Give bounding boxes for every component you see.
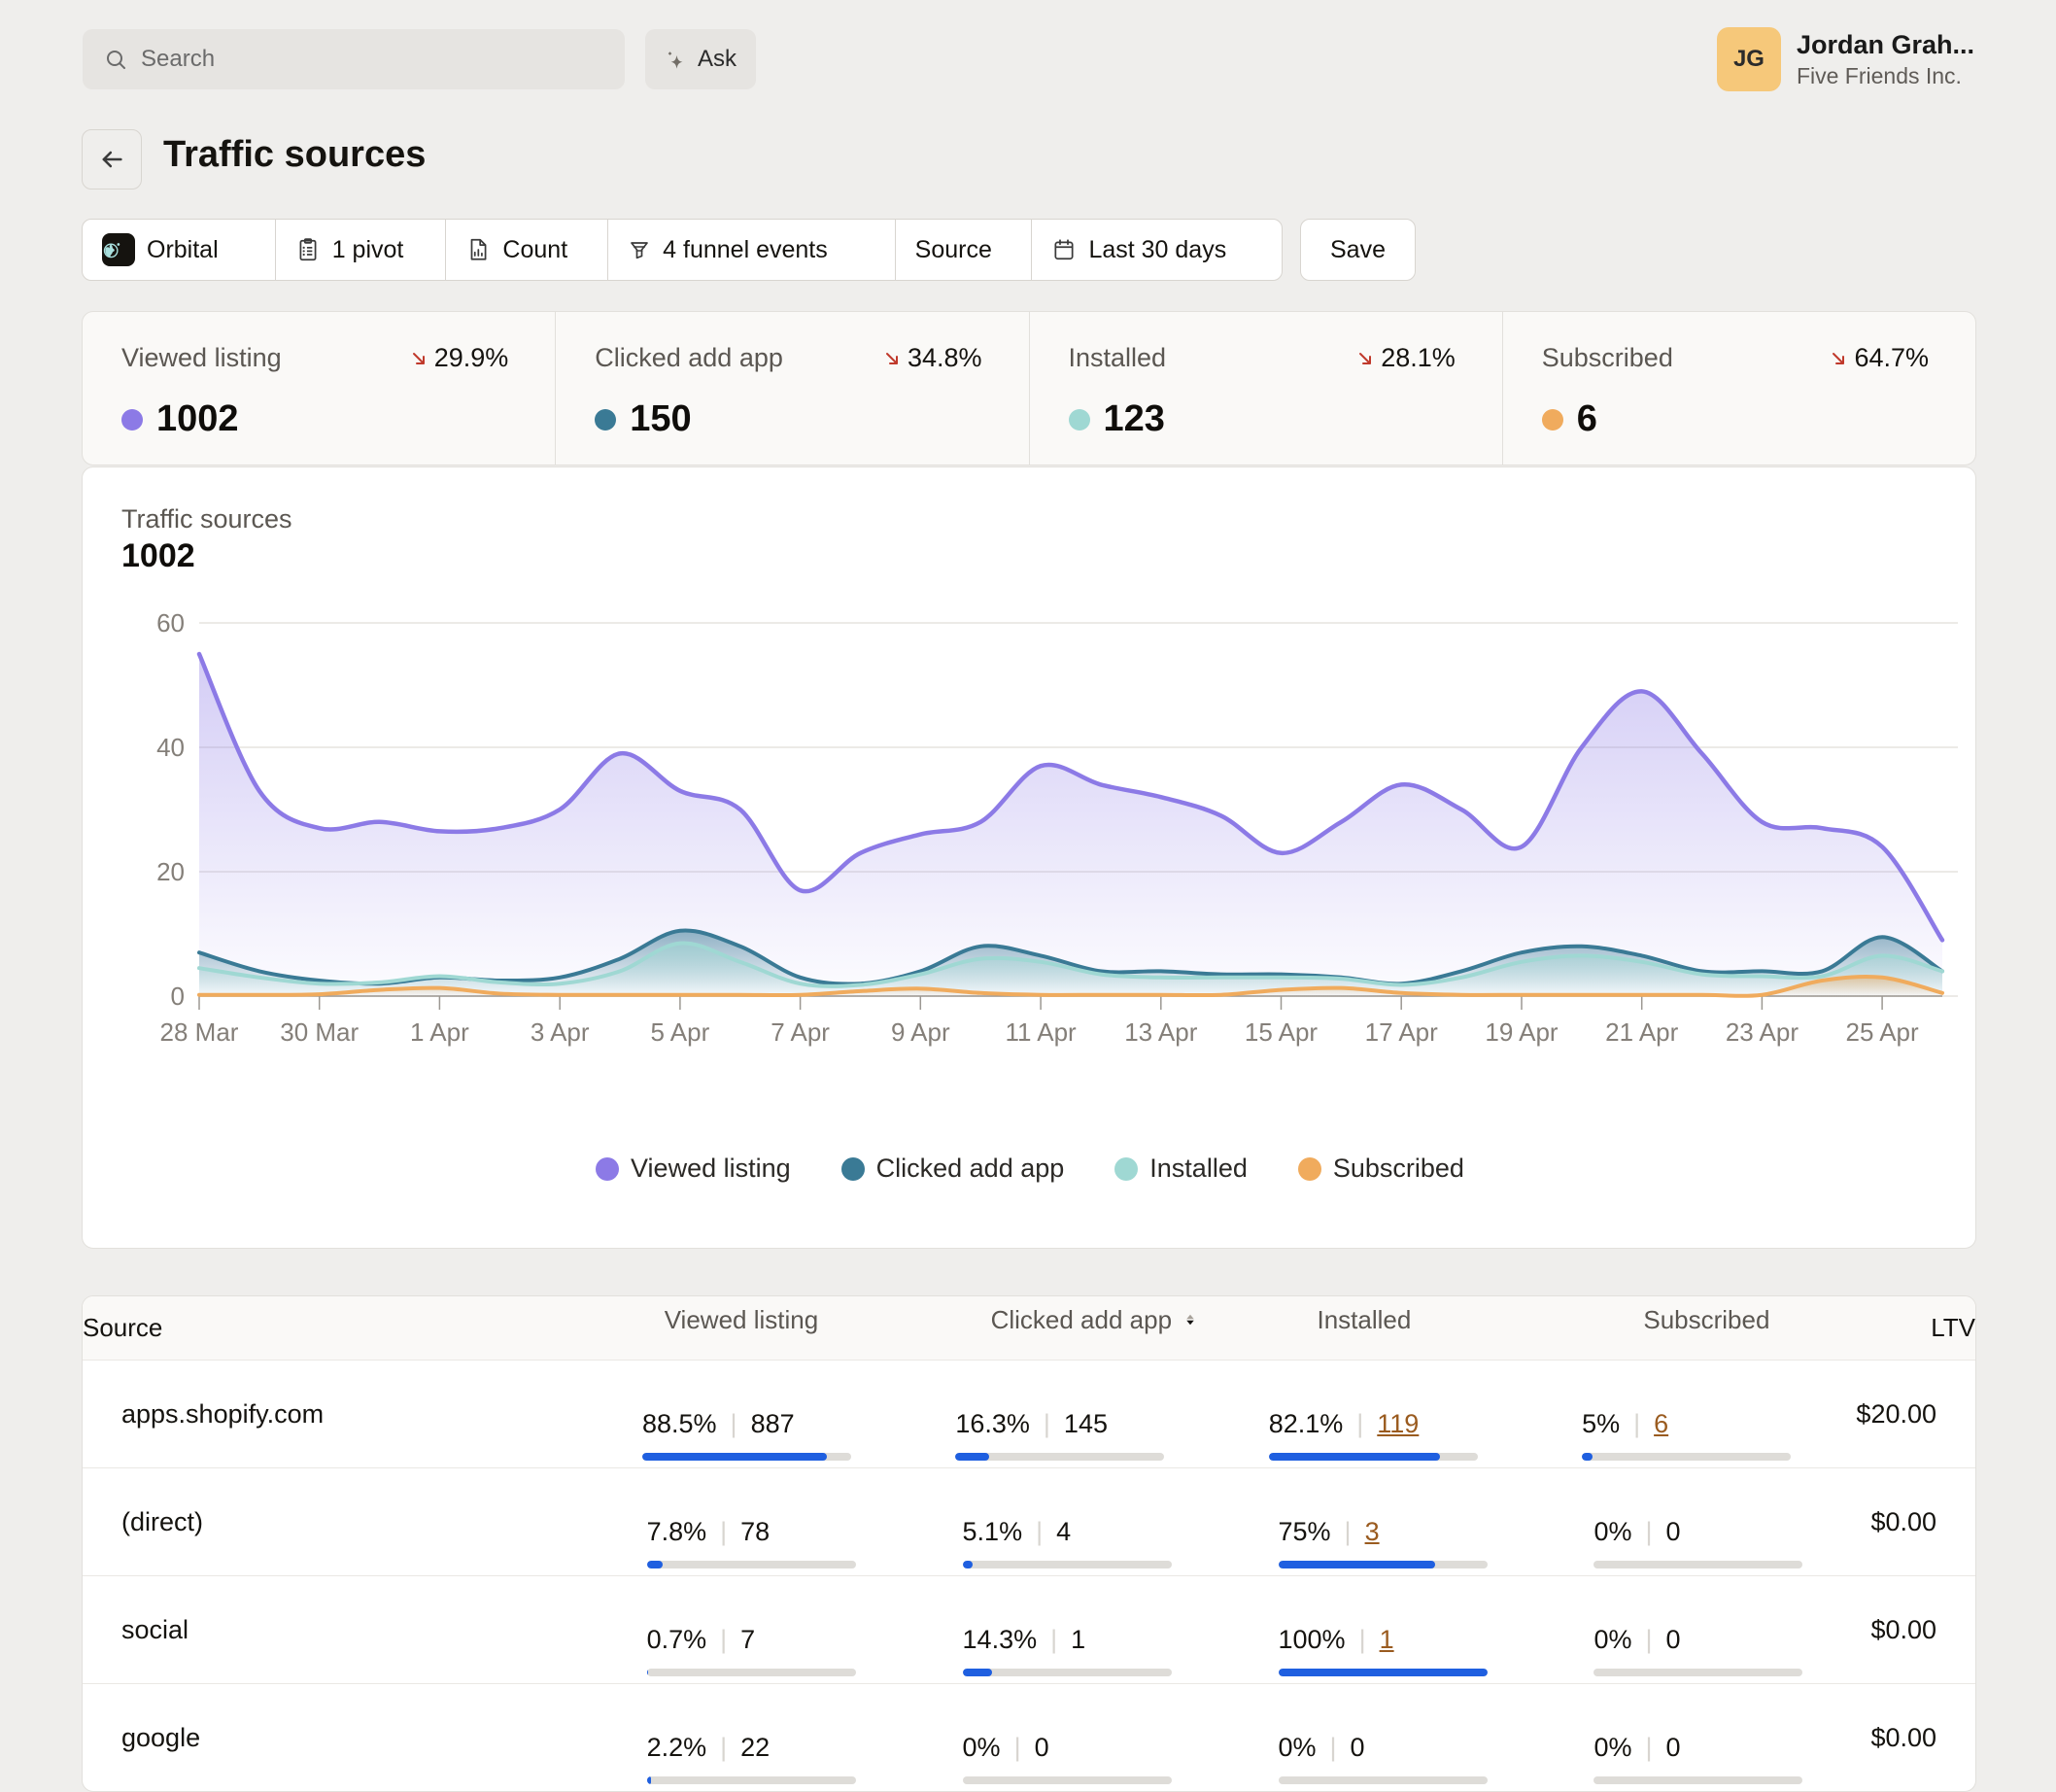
svg-text:5 Apr: 5 Apr — [651, 1017, 710, 1047]
svg-text:3 Apr: 3 Apr — [531, 1017, 590, 1047]
svg-text:23 Apr: 23 Apr — [1726, 1017, 1799, 1047]
svg-text:17 Apr: 17 Apr — [1365, 1017, 1439, 1047]
svg-text:25 Apr: 25 Apr — [1846, 1017, 1920, 1047]
svg-text:60: 60 — [156, 608, 185, 638]
svg-text:19 Apr: 19 Apr — [1485, 1017, 1559, 1047]
svg-text:7 Apr: 7 Apr — [771, 1017, 830, 1047]
svg-text:40: 40 — [156, 733, 185, 762]
svg-text:30 Mar: 30 Mar — [280, 1017, 359, 1047]
svg-text:13 Apr: 13 Apr — [1124, 1017, 1198, 1047]
svg-text:21 Apr: 21 Apr — [1605, 1017, 1679, 1047]
svg-text:11 Apr: 11 Apr — [1005, 1017, 1077, 1047]
svg-text:28 Mar: 28 Mar — [160, 1017, 239, 1047]
svg-text:0: 0 — [171, 982, 185, 1011]
svg-text:20: 20 — [156, 857, 185, 886]
svg-text:9 Apr: 9 Apr — [891, 1017, 950, 1047]
svg-text:1 Apr: 1 Apr — [410, 1017, 469, 1047]
svg-text:15 Apr: 15 Apr — [1245, 1017, 1319, 1047]
